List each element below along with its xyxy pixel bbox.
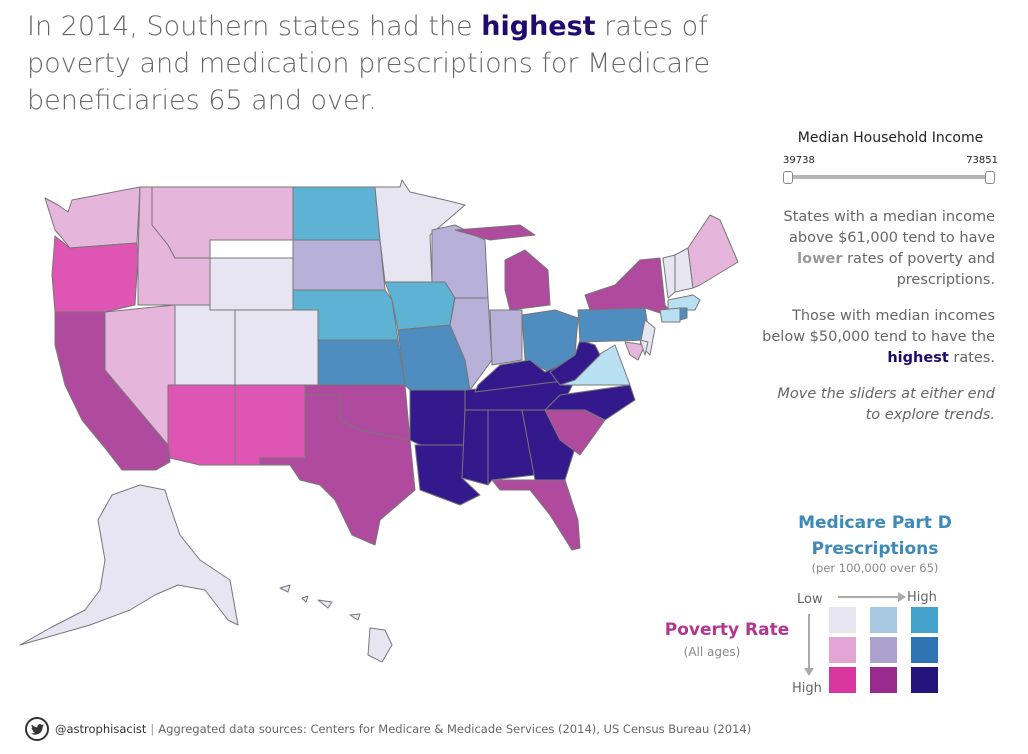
legend-cell-r2c0 <box>829 667 856 693</box>
state-colorado[interactable] <box>234 309 319 386</box>
state-montana[interactable] <box>151 186 294 259</box>
state-utah[interactable] <box>174 304 236 386</box>
state-florida[interactable] <box>491 479 581 551</box>
legend-low-label: Low <box>797 592 823 607</box>
legend-title: Medicare Part D Prescriptions <box>798 513 952 559</box>
legend-high-y-label: High <box>792 681 822 696</box>
state-massachusetts[interactable] <box>667 294 701 311</box>
state-maryland[interactable] <box>624 341 646 361</box>
state-pennsylvania[interactable] <box>577 307 651 343</box>
state-vermont[interactable] <box>662 254 676 299</box>
twitter-handle[interactable]: @astrophisacist <box>55 722 147 736</box>
state-kansas[interactable] <box>317 339 406 386</box>
slider-max-handle[interactable] <box>985 171 995 184</box>
state-washington[interactable] <box>44 186 141 249</box>
bivariate-legend-grid <box>829 607 939 697</box>
legend-cell-r1c1 <box>870 637 897 663</box>
state-delaware[interactable] <box>639 339 649 356</box>
headline: In 2014, Southern states had the highest… <box>27 11 711 116</box>
data-sources: Aggregated data sources: Centers for Med… <box>158 722 752 736</box>
legend-poverty-subtitle: (All ages) <box>683 645 741 659</box>
state-alaska[interactable] <box>19 484 239 646</box>
state-rhode-island[interactable] <box>679 307 688 321</box>
legend-cell-r0c0 <box>829 607 856 633</box>
state-mississippi[interactable] <box>461 409 489 486</box>
state-arkansas[interactable] <box>409 389 471 446</box>
slider-min-handle[interactable] <box>783 171 793 184</box>
state-new-mexico[interactable] <box>234 384 306 466</box>
note-highest: Those with median incomes below $50,000 … <box>762 308 995 366</box>
state-indiana[interactable] <box>489 309 523 366</box>
state-hawaii[interactable] <box>279 584 393 663</box>
state-wyoming[interactable] <box>209 257 294 311</box>
legend-cell-r1c2 <box>911 637 938 663</box>
legend-arrows <box>804 592 906 676</box>
income-slider[interactable]: Median Household Income 39738 73851 <box>783 130 998 184</box>
state-michigan[interactable] <box>454 224 551 311</box>
state-minnesota[interactable] <box>374 179 466 283</box>
state-texas[interactable] <box>259 394 416 546</box>
note-instructions: Move the sliders at either end to explor… <box>777 386 995 423</box>
slider-track[interactable] <box>783 171 995 184</box>
state-kentucky[interactable] <box>474 359 571 393</box>
legend-cell-r0c2 <box>911 607 938 633</box>
twitter-icon[interactable] <box>25 717 49 741</box>
state-new-york[interactable] <box>584 257 676 319</box>
state-oregon[interactable] <box>51 235 139 313</box>
state-south-dakota[interactable] <box>292 239 386 291</box>
state-arizona[interactable] <box>167 384 236 466</box>
slider-min-value: 39738 <box>783 155 815 166</box>
state-maine[interactable] <box>687 214 739 289</box>
legend-high-x-label: High <box>907 590 937 605</box>
state-connecticut[interactable] <box>659 307 681 323</box>
legend-cell-r1c0 <box>829 637 856 663</box>
slider-title: Median Household Income <box>797 130 984 146</box>
legend-cell-r0c1 <box>870 607 897 633</box>
us-choropleth-map <box>19 179 739 663</box>
note-lower: States with a median income above $61,00… <box>783 209 995 288</box>
legend-poverty-title: Poverty Rate <box>664 620 790 640</box>
state-west-virginia[interactable] <box>549 339 601 386</box>
legend-subtitle: (per 100,000 over 65) <box>811 561 939 575</box>
footer: @astrophisacist | Aggregated data source… <box>25 715 751 743</box>
state-north-dakota[interactable] <box>292 186 381 241</box>
legend-cell-r2c1 <box>870 667 897 693</box>
legend-cell-r2c2 <box>911 667 938 693</box>
slider-max-value: 73851 <box>966 155 998 166</box>
